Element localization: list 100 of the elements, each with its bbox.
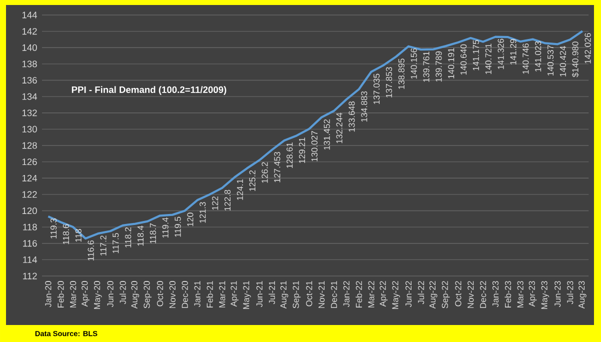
data-label: 120 [187, 212, 194, 226]
x-tick-label: Jun-23 [554, 281, 561, 308]
y-tick-label: 142 [22, 28, 37, 35]
x-tick-label: Oct-21 [306, 281, 312, 306]
x-tick-label: May-20 [94, 281, 102, 309]
data-label: 122 [212, 196, 218, 210]
y-tick-label: 122 [22, 191, 37, 198]
data-label: 141.023 [535, 41, 542, 72]
x-tick-label: Mar-23 [517, 281, 524, 308]
text: PPI - Final Demand (100.2=11/2009) [72, 86, 226, 95]
data-label: 141.326 [498, 38, 504, 70]
x-tick-label: Sep-20 [144, 281, 152, 308]
data-label: 139.789 [436, 51, 442, 82]
data-label: 134.883 [361, 91, 368, 122]
x-tick-label: Feb-20 [57, 281, 64, 308]
x-tick-label: Jan-21 [194, 281, 200, 308]
data-label: 137.035 [374, 74, 380, 104]
data-label: 140.424 [560, 46, 566, 76]
data-label: 118.6 [62, 224, 70, 244]
data-label: 140.156 [410, 48, 417, 79]
data-label: 127.453 [274, 152, 280, 182]
x-tick-label: Jun-22 [405, 281, 412, 308]
x-tick-label: Sep-22 [442, 281, 450, 308]
x-tick-label: Jun-21 [256, 281, 262, 308]
y-tick-label: 118 [23, 224, 37, 230]
x-tick-label: Dec-21 [330, 281, 338, 308]
data-label: 132.244 [336, 112, 342, 144]
y-tick-label: 128 [22, 142, 37, 149]
x-tick-label: Mar-20 [70, 281, 76, 308]
x-tick-label: Jul-23 [566, 281, 574, 304]
data-label: 121.3 [200, 202, 206, 223]
x-tick-label: Jan-23 [492, 281, 499, 308]
data-label: 140.640 [460, 44, 467, 75]
x-tick-label: Jul-21 [268, 281, 276, 304]
y-tick-label: 126 [22, 158, 37, 166]
x-tick-label: Feb-21 [206, 281, 213, 308]
data-label: 118.4 [137, 226, 144, 246]
x-tick-label: Aug-23 [578, 281, 586, 309]
data-label: 118.2 [125, 227, 132, 248]
y-tick-label: 144 [22, 12, 38, 18]
data-label: 124.1 [236, 179, 243, 200]
x-tick-label: Jul-22 [418, 281, 424, 304]
x-tick-label: Oct-22 [455, 281, 462, 306]
data-label: 116.6 [88, 240, 94, 260]
x-tick-label: May-22 [392, 281, 400, 309]
data-label: 140.191 [448, 48, 454, 78]
x-tick-label: Jan-20 [45, 281, 52, 308]
y-tick-label: 138 [22, 60, 37, 68]
data-label: 140.721 [485, 44, 492, 74]
data-label: 125.2 [249, 170, 256, 191]
data-label: 133.648 [348, 101, 355, 132]
y-tick-label: 140 [22, 44, 37, 51]
x-tick-label: Feb-23 [504, 281, 512, 308]
x-tick-label: May-23 [541, 281, 550, 309]
data-label: 139.761 [423, 52, 430, 82]
x-tick-label: May-21 [243, 281, 251, 309]
data-label: 140.537 [547, 45, 554, 76]
y-tick-label: 132 [22, 110, 37, 116]
x-tick-label: Aug-21 [280, 281, 288, 309]
x-tick-label: Nov-20 [169, 281, 176, 308]
x-tick-label: Apr-23 [528, 281, 537, 307]
data-label: 130.027 [311, 131, 318, 162]
data-label: 118 [75, 229, 82, 242]
y-tick-label: 124 [22, 174, 38, 182]
x-tick-label: Dec-22 [480, 281, 486, 308]
x-tick-label: Jun-20 [107, 281, 114, 308]
y-tick-label: 114 [23, 256, 38, 263]
data-label: 128.61 [286, 142, 293, 168]
data-label: 119.4 [162, 217, 168, 238]
x-tick-label: Jan-22 [343, 281, 350, 308]
x-tick-label: Nov-21 [318, 281, 325, 308]
y-tick-label: 116 [23, 240, 37, 247]
data-label: 118.7 [150, 223, 156, 244]
x-tick-label: Oct-20 [156, 281, 164, 306]
x-tick-label: Apr-20 [82, 281, 90, 307]
x-tick-label: Dec-20 [182, 281, 188, 308]
y-tick-label: 120 [22, 207, 37, 214]
data-label: 129.21 [298, 138, 306, 164]
data-label: $140.980 [572, 42, 579, 78]
y-tick-label: 134 [22, 93, 38, 100]
x-tick-label: Apr-21 [230, 281, 238, 307]
data-label: 141.175 [472, 40, 479, 70]
x-tick-label: Feb-22 [356, 281, 362, 308]
x-tick-label: Nov-22 [468, 281, 474, 308]
y-tick-label: 112 [23, 272, 37, 280]
data-label: 126.2 [262, 162, 268, 183]
x-tick-label: Sep-21 [292, 281, 301, 308]
x-tick-label: Aug-22 [429, 281, 438, 309]
x-tick-label: Mar-22 [368, 281, 374, 308]
data-label: 140.746 [522, 44, 529, 74]
data-label: 141.29 [510, 39, 516, 65]
x-tick-label: Jul-20 [120, 281, 126, 304]
data-label: 117.2 [100, 236, 106, 256]
x-tick-label: Apr-22 [380, 281, 388, 307]
data-label: 119.5 [174, 216, 181, 237]
data-label: 122.8 [224, 190, 231, 211]
x-tick-label: Aug-20 [131, 281, 140, 309]
data-label: 138.895 [398, 58, 404, 89]
data-label: 119.3 [50, 218, 57, 238]
x-tick-label: Mar-21 [219, 281, 226, 308]
